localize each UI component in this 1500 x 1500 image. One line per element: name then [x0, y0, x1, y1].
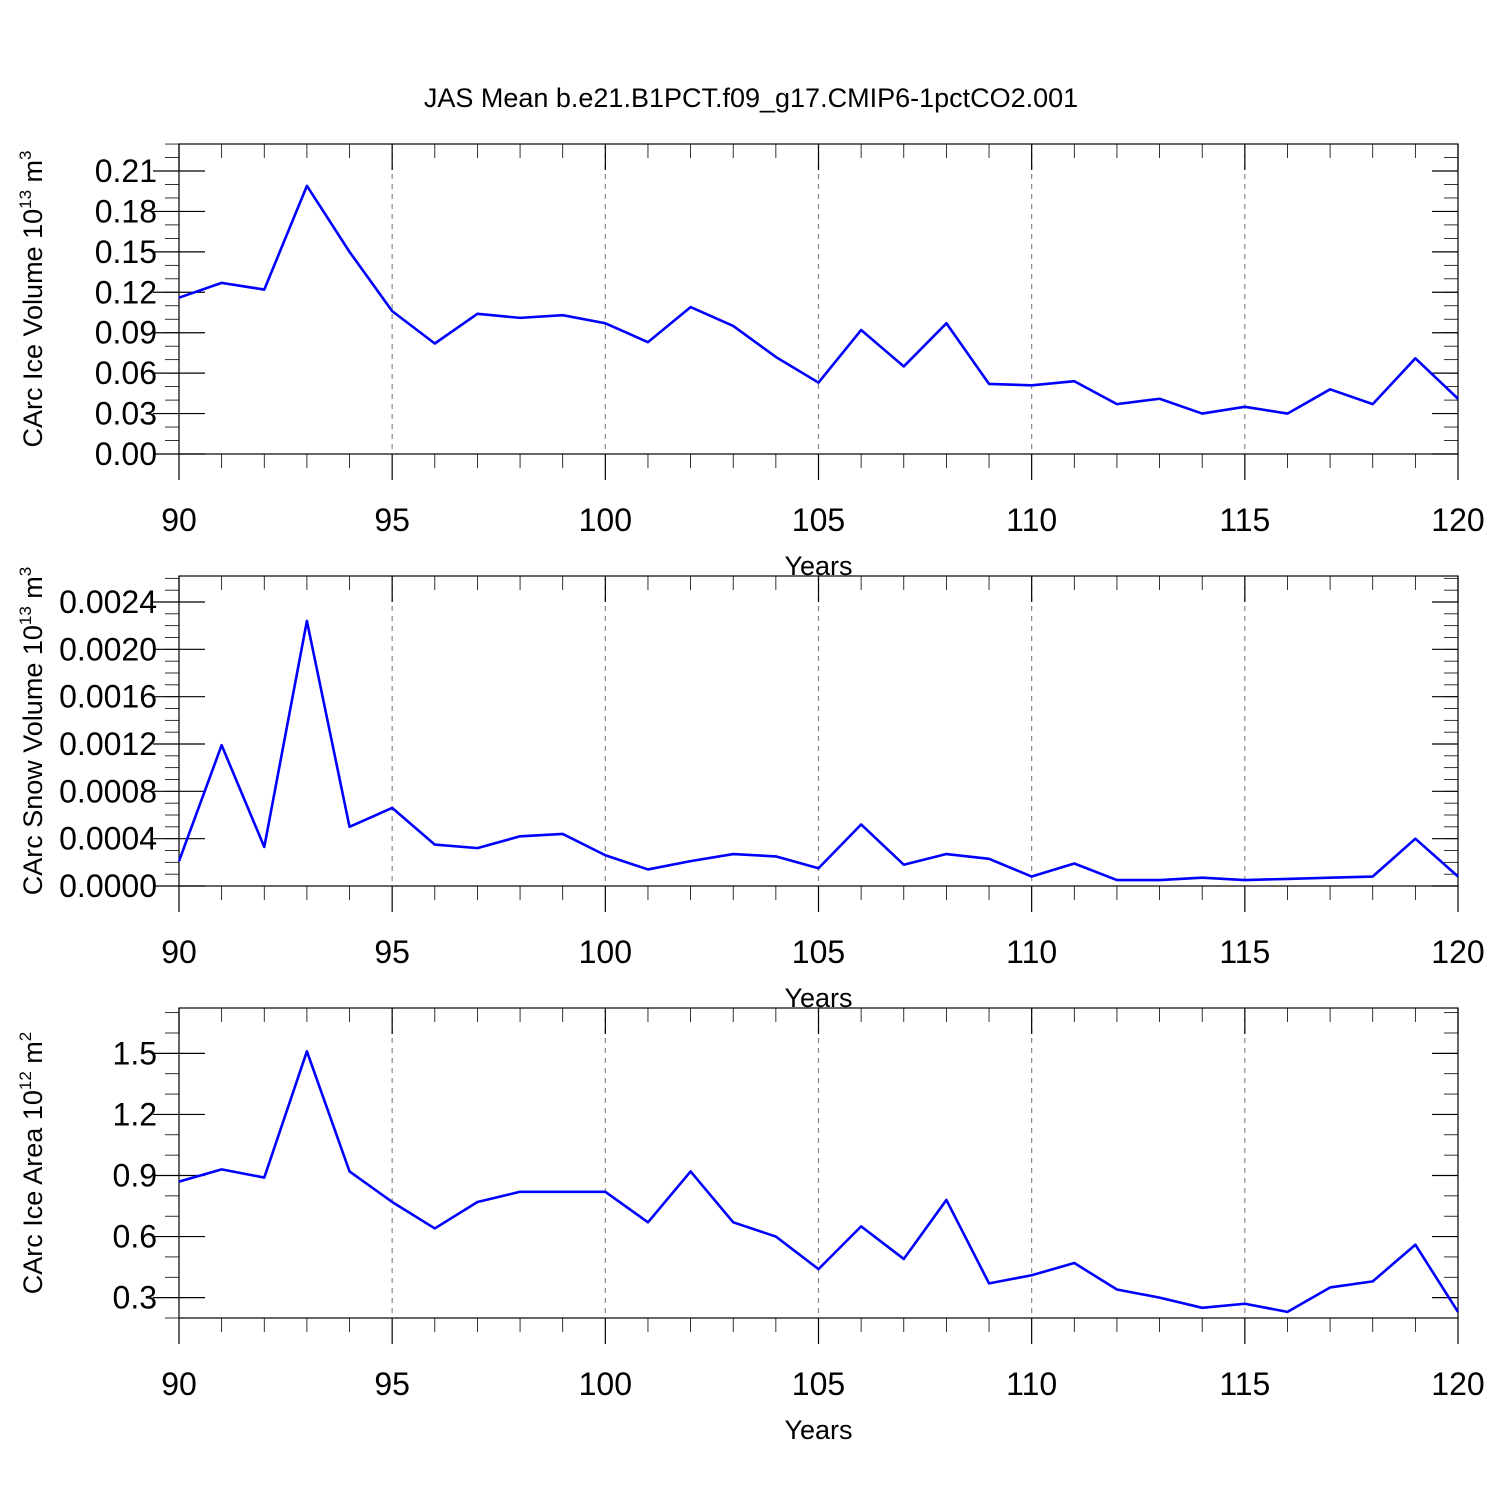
y-tick-label: 1.5: [113, 1035, 157, 1071]
y-tick-label: 0.0000: [59, 868, 157, 904]
panel-1: 90 95 100 105 110 115 120Years0.000.030.060.09…: [16, 143, 1485, 581]
y-axis-label: CArc Ice Area 1012 m2: [16, 1032, 48, 1295]
y-tick-label: 0.3: [113, 1280, 157, 1316]
y-axis-label-unit-exponent: 3: [16, 150, 35, 159]
y-axis-label-unit: m: [18, 1041, 48, 1071]
y-tick-label: 0.6: [113, 1219, 157, 1255]
x-tick-label: 115: [1219, 1366, 1270, 1402]
chart-title: JAS Mean b.e21.B1PCT.f09_g17.CMIP6-1pctC…: [424, 83, 1078, 113]
y-axis-label-text: CArc Ice Volume 10: [18, 209, 48, 448]
y-tick-label: 0.9: [113, 1158, 157, 1194]
y-tick-label: 0.12: [95, 274, 157, 310]
x-tick-label: 105: [792, 934, 845, 970]
x-tick-label: 90: [161, 934, 197, 970]
x-axis-label: Years: [784, 1415, 852, 1445]
x-tick-label: 105: [792, 1366, 845, 1402]
x-tick-label: 90: [161, 502, 197, 538]
x-tick-label: 95: [374, 1366, 410, 1402]
x-tick-label: 100: [579, 1366, 632, 1402]
series-line: [178, 184, 1459, 415]
y-tick-label: 1.2: [113, 1096, 157, 1132]
x-tick-label: 95: [374, 502, 410, 538]
x-tick-label: 115: [1219, 934, 1270, 970]
x-tick-label: 120: [1431, 1366, 1484, 1402]
y-axis-label-unit: m: [18, 160, 48, 190]
y-axis-label-text: CArc Snow Volume 10: [18, 625, 48, 895]
y-tick-label: 0.15: [95, 234, 157, 270]
x-tick-label: 110: [1006, 502, 1057, 538]
y-axis-label: CArc Ice Volume 1013 m3: [16, 150, 48, 447]
y-tick-label: 0.06: [95, 355, 157, 391]
y-tick-label: 0.0012: [59, 726, 157, 762]
y-tick-label: 0.09: [95, 315, 157, 351]
y-tick-label: 0.00: [95, 436, 157, 472]
y-tick-label: 0.0004: [59, 821, 157, 857]
x-tick-label: 100: [579, 502, 632, 538]
y-tick-label: 0.18: [95, 193, 157, 229]
y-axis-label-exponent: 13: [16, 190, 35, 209]
y-axis-label: CArc Snow Volume 1013 m3: [16, 567, 48, 896]
panels: 90 95 100 105 110 115 120 Years 0.00 0.03 0.06 0.09…: [16, 143, 1485, 1445]
x-tick-label: 90: [161, 1366, 197, 1402]
y-tick-label: 0.0020: [59, 631, 157, 667]
x-tick-label: 100: [579, 934, 632, 970]
x-tick-label: 95: [374, 934, 410, 970]
y-axis-label-text: CArc Ice Area 10: [18, 1090, 48, 1294]
y-tick-label: 0.0008: [59, 773, 157, 809]
x-tick-label: 120: [1431, 934, 1484, 970]
x-tick-label: 115: [1219, 502, 1270, 538]
x-tick-label: 105: [792, 502, 845, 538]
y-axis-label-unit-exponent: 2: [16, 1032, 35, 1041]
x-tick-label: 110: [1006, 934, 1057, 970]
x-tick-label: 120: [1431, 502, 1484, 538]
y-axis-label-unit: m: [18, 576, 48, 606]
y-tick-label: 0.21: [95, 153, 157, 189]
y-axis-label-exponent: 13: [16, 606, 35, 625]
x-tick-label: 110: [1006, 1366, 1057, 1402]
panel-3: 90 95 100 105 110 115 120 Years 0.3 0.6 0.9 1.2 1.5 C…: [16, 1007, 1485, 1445]
panel-2: 90 95 100 105 110 115 120Years0.00000.00040.00…: [16, 567, 1485, 1013]
y-tick-label: 0.0024: [59, 584, 157, 620]
y-tick-label: 0.0016: [59, 679, 157, 715]
y-tick-label: 0.03: [95, 396, 157, 432]
y-axis-label-exponent: 12: [16, 1071, 35, 1090]
y-axis-label-unit-exponent: 3: [16, 567, 35, 576]
